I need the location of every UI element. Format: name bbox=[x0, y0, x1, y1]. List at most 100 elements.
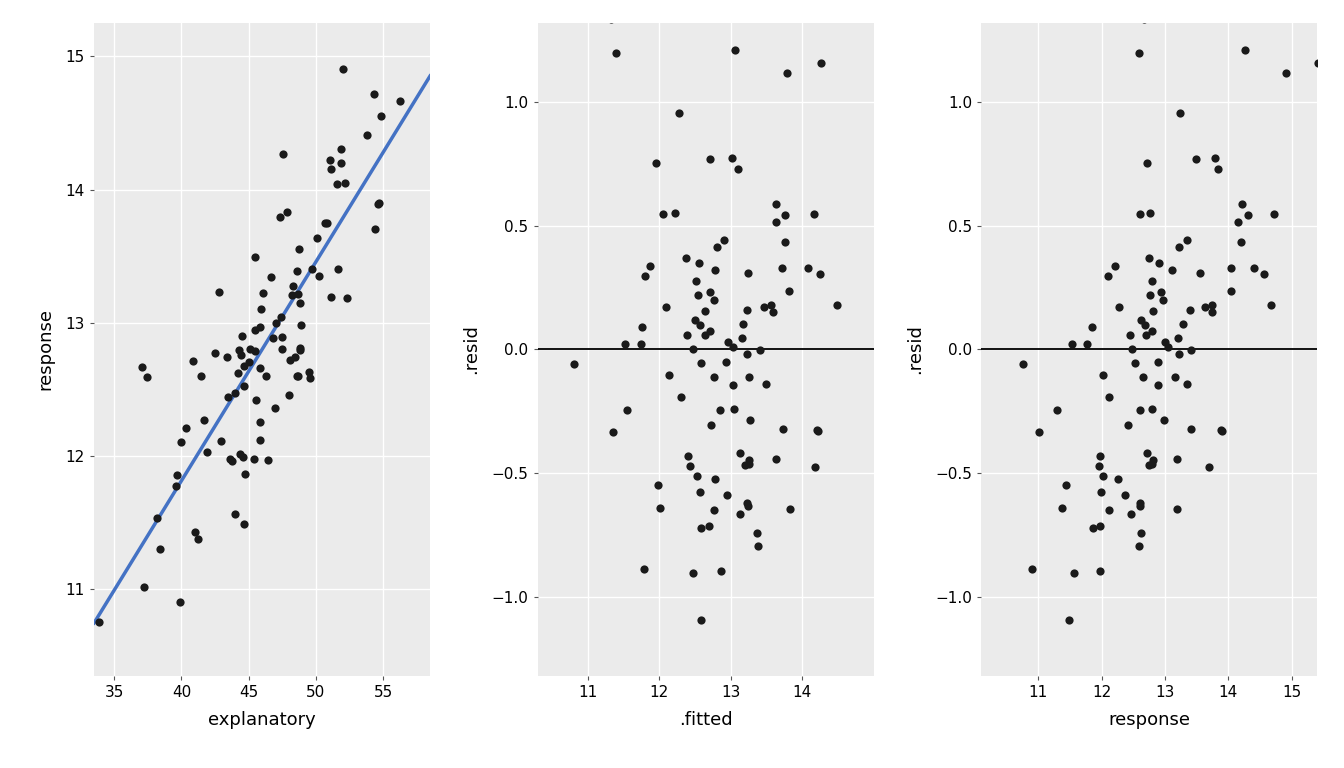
Point bbox=[1168, 332, 1189, 344]
Point bbox=[1051, 502, 1073, 514]
Point bbox=[314, 217, 336, 229]
Point bbox=[680, 459, 702, 472]
Point bbox=[230, 349, 251, 361]
Point bbox=[1107, 300, 1129, 313]
Point bbox=[737, 500, 758, 512]
Point bbox=[656, 300, 677, 313]
Point bbox=[1097, 270, 1118, 282]
Point bbox=[328, 263, 349, 275]
Point bbox=[227, 367, 249, 379]
Point bbox=[320, 154, 341, 166]
Point bbox=[222, 455, 243, 467]
Point bbox=[1141, 458, 1163, 471]
Point bbox=[1091, 470, 1113, 482]
Point bbox=[1167, 503, 1188, 515]
Point bbox=[1202, 299, 1223, 311]
Point bbox=[677, 450, 699, 462]
Point bbox=[675, 252, 696, 264]
Point bbox=[695, 329, 716, 341]
Point bbox=[735, 497, 757, 509]
Point bbox=[219, 453, 241, 465]
Point bbox=[632, 320, 653, 333]
Point bbox=[285, 351, 306, 363]
Point bbox=[749, 344, 770, 356]
Point bbox=[1089, 459, 1110, 472]
Point bbox=[290, 319, 312, 331]
Point bbox=[259, 270, 281, 283]
Point bbox=[1098, 505, 1120, 517]
Point bbox=[1263, 208, 1285, 220]
Point bbox=[687, 470, 708, 482]
Point bbox=[288, 243, 309, 255]
Point bbox=[685, 275, 707, 287]
Point bbox=[278, 354, 300, 366]
Point bbox=[239, 343, 261, 355]
Point bbox=[1164, 371, 1185, 383]
Point bbox=[1230, 236, 1251, 248]
Point bbox=[1077, 338, 1098, 350]
Point bbox=[390, 95, 411, 108]
Point bbox=[1055, 479, 1077, 492]
Point bbox=[1220, 262, 1242, 274]
Point bbox=[234, 379, 255, 392]
Point bbox=[1185, 153, 1207, 165]
Point bbox=[780, 503, 801, 515]
Point bbox=[1161, 263, 1183, 276]
Point bbox=[332, 63, 353, 75]
Point bbox=[563, 358, 585, 370]
Point bbox=[277, 206, 298, 218]
Point bbox=[1204, 152, 1226, 164]
Point bbox=[724, 45, 746, 57]
Point bbox=[1168, 348, 1189, 360]
Point bbox=[1207, 163, 1228, 175]
Point bbox=[761, 299, 782, 311]
Point bbox=[286, 370, 308, 382]
Point bbox=[1195, 301, 1216, 313]
Point bbox=[231, 329, 253, 342]
Point bbox=[176, 422, 198, 434]
Point bbox=[730, 447, 751, 459]
Point bbox=[234, 468, 255, 480]
Point bbox=[1129, 47, 1150, 59]
Point bbox=[1128, 541, 1149, 553]
Point bbox=[684, 314, 706, 326]
Point bbox=[1167, 453, 1188, 465]
Point bbox=[778, 284, 800, 296]
Point bbox=[187, 532, 208, 545]
Point bbox=[1120, 508, 1141, 520]
Point bbox=[738, 454, 759, 466]
Point bbox=[1150, 286, 1172, 298]
Point bbox=[1179, 304, 1200, 316]
Point bbox=[687, 289, 708, 301]
Point bbox=[616, 404, 637, 416]
Point bbox=[196, 446, 218, 458]
Point bbox=[695, 305, 716, 317]
Point bbox=[228, 344, 250, 356]
Point bbox=[804, 461, 825, 473]
Point bbox=[1129, 500, 1150, 512]
Point bbox=[1098, 390, 1120, 402]
Y-axis label: .resid: .resid bbox=[906, 325, 925, 374]
Point bbox=[711, 565, 732, 578]
Point bbox=[1148, 257, 1169, 270]
Point bbox=[739, 414, 761, 426]
Point bbox=[652, 208, 673, 220]
Point bbox=[300, 372, 321, 384]
Point bbox=[194, 414, 215, 426]
Point bbox=[645, 157, 667, 170]
Point bbox=[1141, 275, 1163, 287]
Point bbox=[646, 479, 668, 492]
Point bbox=[755, 379, 777, 391]
Point bbox=[1227, 216, 1249, 228]
Point bbox=[668, 107, 689, 119]
Point bbox=[1236, 209, 1258, 221]
Point bbox=[356, 129, 378, 141]
Point bbox=[605, 47, 626, 59]
Point bbox=[265, 317, 286, 329]
Point bbox=[370, 109, 391, 121]
Point bbox=[766, 216, 788, 228]
Point bbox=[245, 251, 266, 263]
Point bbox=[368, 197, 390, 210]
Point bbox=[224, 387, 246, 399]
Point bbox=[234, 518, 255, 531]
